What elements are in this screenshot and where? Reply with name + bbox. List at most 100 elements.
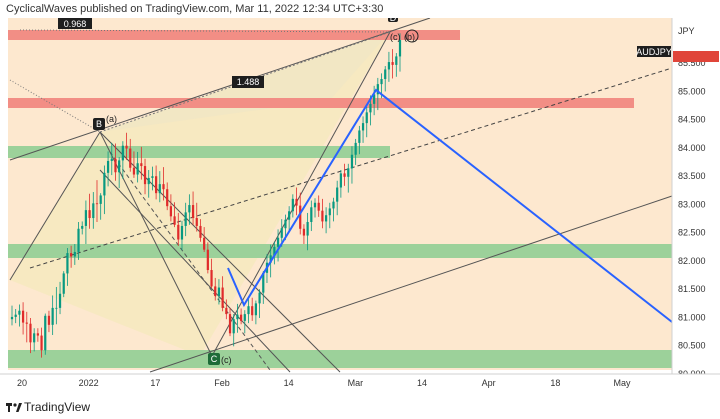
candle-body [358,130,361,143]
price-tick-3: 81.500 [678,284,706,294]
price-tick-10: 85.000 [678,86,706,96]
candle-body [99,195,102,204]
candle-body [81,225,84,229]
candle-body [376,84,379,95]
time-tick-5: Mar [348,378,364,388]
candle-body [350,154,354,169]
support-zone-mid [8,244,672,258]
candle-body [203,237,206,250]
candle-body [184,212,187,226]
price-tick-7: 83.500 [678,171,706,181]
candle-body [258,292,261,304]
price-tick-6: 83.000 [678,199,706,209]
candle-body [280,228,283,238]
candle-body [243,314,246,321]
descending-dashed [109,151,271,371]
price-tick-4: 82.000 [678,256,706,266]
point-b-box [93,118,105,130]
candle-body [84,210,88,226]
candle-body [14,314,17,317]
support-zone-bottom [8,350,672,368]
symbol-badge-label: AUDJPY [636,47,672,57]
candle-body [232,319,235,334]
tradingview-footer: TradingView [0,396,720,419]
time-tick-4: 14 [284,378,294,388]
pattern-triangle [10,32,390,356]
candle-body [95,203,99,205]
candle-body [247,306,250,315]
tradingview-brand[interactable]: TradingView [24,400,91,414]
ratio-mid-label: 1.488 [237,77,260,87]
candle-body [136,163,139,175]
candle-body [18,310,21,315]
candle-body [121,145,124,161]
price-tick-8: 84.000 [678,143,706,153]
candle-body [336,187,339,202]
candle-body [324,215,328,222]
wave-b-circle [405,29,419,43]
candle-body [291,198,294,212]
candle-body [62,273,65,294]
time-tick-1: 2022 [79,378,99,388]
candle-body [110,158,113,161]
candle-body [228,314,232,334]
ratio-mid-box [232,76,264,88]
candle-body [162,184,165,190]
candle-body [284,219,287,229]
candle-body [332,201,335,209]
candle-body [58,293,62,308]
candle-body [299,205,302,229]
candle-body [306,221,309,236]
point-c-box [208,353,220,365]
support-zone-upper [8,146,390,158]
candle-body [391,62,394,65]
time-tick-3: Feb [214,378,230,388]
candle-body [173,216,176,225]
candle-body [51,307,54,325]
dotted-line-left [9,79,101,133]
candle-body [328,208,331,216]
candle-body [143,166,147,185]
candle-body [10,316,14,320]
candle-body [73,251,76,257]
descending-channel-lower [99,169,291,373]
candle-body [380,79,383,85]
candle-body [276,237,280,247]
candle-body [125,145,128,149]
candle-body [25,322,28,324]
price-tick-9: 84.500 [678,115,706,125]
candle-body [210,270,213,287]
publisher-header: CyclicalWaves published on TradingView.c… [0,0,720,18]
candle-body [166,189,169,207]
price-tick-1: 80.500 [678,341,706,351]
candle-body [33,333,36,343]
descending-channel-upper [99,131,341,373]
candle-body [295,198,298,206]
candle-body [354,142,357,155]
candle-body [254,303,257,316]
time-tick-9: May [613,378,631,388]
candle-body [317,202,320,211]
candle-body [321,210,324,222]
candle-body [310,207,313,222]
candle-body [387,62,391,70]
candle-body [191,205,195,219]
candle-body [36,333,39,336]
candle-body [47,315,51,325]
candle-body [251,306,254,316]
candle-body [188,205,191,213]
ratio-top-box [58,18,92,29]
candle-body [369,103,372,113]
candle-body [384,69,387,80]
candle-body [343,173,346,177]
price-tick-5: 82.500 [678,228,706,238]
pattern-line-xb [9,131,101,281]
candle-body [92,203,95,219]
price-tick-11: 85.500 [678,58,706,68]
candle-body [262,272,265,293]
projection-path [227,88,673,323]
price-axis [672,18,720,374]
time-tick-6: 14 [417,378,427,388]
price-tick-2: 81.000 [678,312,706,322]
